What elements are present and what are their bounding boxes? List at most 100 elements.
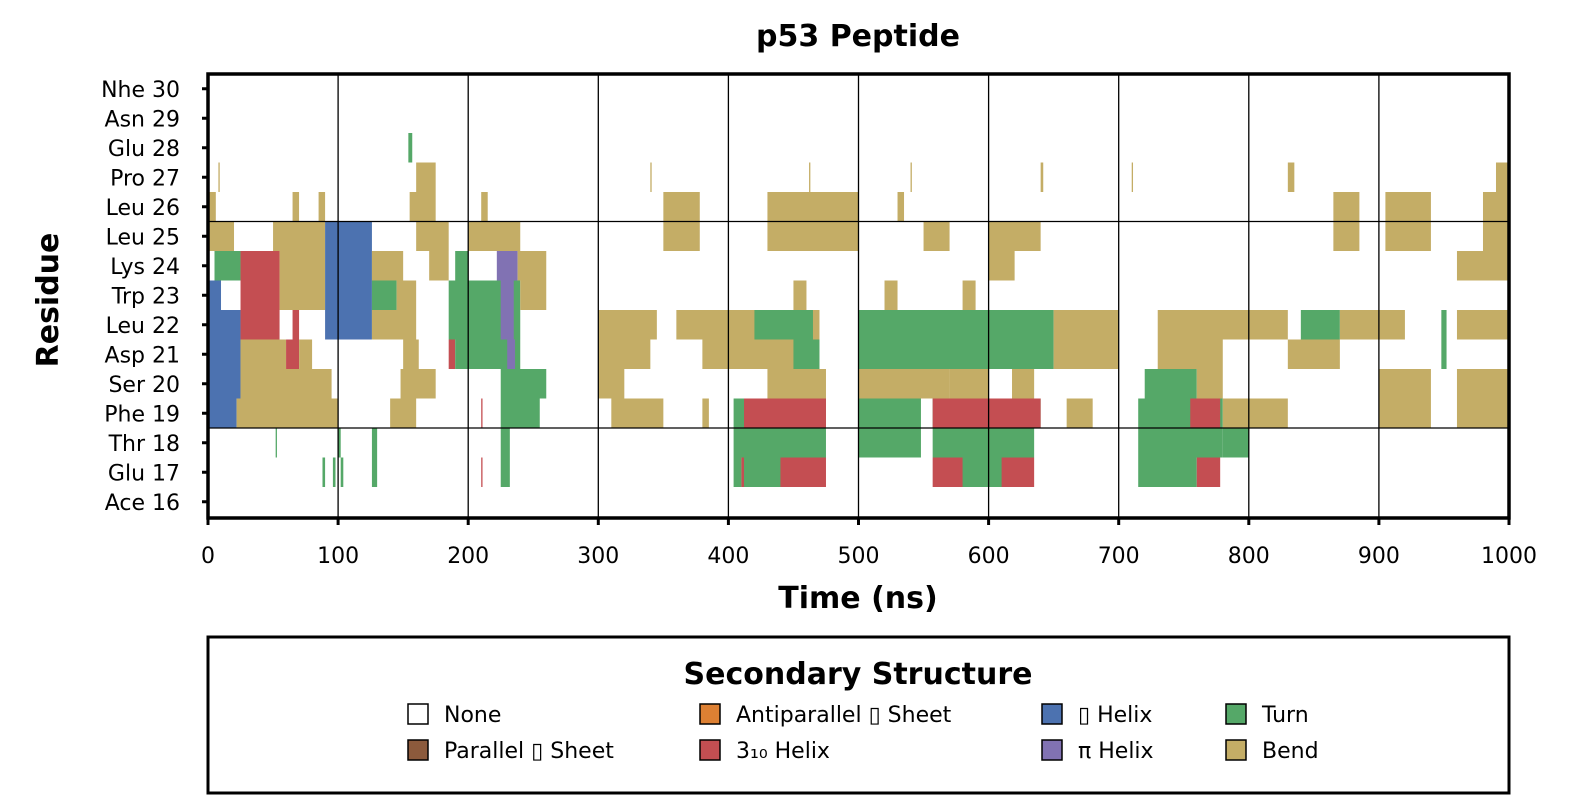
segment-leu-25-bend: [663, 221, 700, 251]
segment-ser-20-turn: [1144, 369, 1197, 399]
segment-asp-21-bend: [299, 339, 313, 369]
segment-leu-25-alpha: [325, 221, 372, 251]
segment-ser-20-alpha: [209, 369, 241, 399]
segment-ser-20-bend: [598, 369, 625, 399]
segment-pro-27-bend: [809, 162, 811, 192]
x-tick-label: 500: [838, 544, 880, 569]
segment-phe-19-bend: [1222, 398, 1288, 428]
segment-glu-17-h310: [1196, 457, 1221, 487]
segment-leu-25-bend: [988, 221, 1041, 251]
segment-leu-22-h310: [240, 310, 280, 340]
segment-lys-24-bend: [371, 251, 404, 281]
segment-phe-19-bend: [236, 398, 339, 428]
segment-leu-26-bend: [1333, 192, 1360, 222]
segment-thr-18-turn: [371, 428, 378, 458]
segment-trp-23-bend: [520, 280, 547, 310]
segment-leu-22-bend: [1053, 310, 1119, 340]
segment-thr-18-turn: [338, 428, 341, 458]
segment-phe-19-turn: [858, 398, 921, 428]
segment-trp-23-turn: [371, 280, 397, 310]
segment-phe-19-bend: [390, 398, 417, 428]
segment-ser-20-bend: [949, 369, 989, 399]
legend-swatch-bend: [1225, 739, 1247, 761]
y-tick-label: Nhe 30: [101, 78, 180, 103]
legend-swatch-alpha: [1041, 703, 1063, 725]
segment-leu-26-bend: [318, 192, 326, 222]
x-axis-label: Time (ns): [778, 581, 937, 616]
segment-leu-26-bend: [663, 192, 700, 222]
segment-leu-22-turn: [1300, 310, 1340, 340]
segment-phe-19-bend: [1456, 398, 1509, 428]
y-tick-label: Phe 19: [104, 402, 180, 427]
segment-leu-25-bend: [416, 221, 449, 251]
x-tick-label: 800: [1228, 544, 1270, 569]
segment-asp-21-alpha: [209, 339, 241, 369]
legend-swatch-none: [407, 703, 429, 725]
segment-leu-22-bend: [1157, 310, 1288, 340]
segment-ser-20-bend: [1378, 369, 1431, 399]
x-tick-label: 700: [1098, 544, 1140, 569]
y-tick-label: Ace 16: [105, 491, 180, 516]
segment-lys-24-alpha: [325, 251, 372, 281]
segment-pro-27-bend: [218, 162, 220, 192]
segment-leu-26-bend: [767, 192, 859, 222]
segment-asp-21-bend: [240, 339, 287, 369]
y-tick-label: Glu 28: [108, 137, 180, 162]
segment-leu-25-bend: [273, 221, 326, 251]
legend-swatch-antiparallel: [699, 703, 721, 725]
segment-glu-17-turn: [340, 457, 344, 487]
segment-leu-22-bend: [1456, 310, 1509, 340]
segment-leu-25-bend: [208, 221, 235, 251]
segment-trp-23-bend: [793, 280, 807, 310]
segment-trp-23-pi: [500, 280, 514, 310]
segment-asp-21-bend: [1053, 339, 1119, 369]
segment-pro-27-bend: [1495, 162, 1509, 192]
y-tick-label: Leu 26: [106, 196, 180, 221]
y-tick-label: Asn 29: [105, 107, 180, 132]
segment-glu-17-turn: [744, 457, 781, 487]
segment-asp-21-h310: [448, 339, 456, 369]
x-tick-label: 1000: [1481, 544, 1537, 569]
segment-asp-21-h310: [286, 339, 300, 369]
legend-label-pi: π Helix: [1078, 739, 1154, 764]
segment-leu-22-bend: [371, 310, 417, 340]
segment-asp-21-bend: [702, 339, 729, 369]
y-tick-label: Glu 17: [108, 461, 180, 486]
legend-label-antiparallel: Antiparallel ▯ Sheet: [736, 703, 952, 728]
legend-swatch-h310: [699, 739, 721, 761]
segment-thr-18-turn: [1138, 428, 1223, 458]
segment-trp-23-bend: [279, 280, 326, 310]
segment-glu-17-turn: [1138, 457, 1197, 487]
segment-phe-19-alpha: [209, 398, 237, 428]
segment-asp-21-bend: [403, 339, 419, 369]
segment-thr-18-turn: [932, 428, 1035, 458]
legend-label-h310: 3₁₀ Helix: [736, 739, 830, 764]
segment-leu-25-bend: [767, 221, 859, 251]
segment-glu-17-turn: [371, 457, 378, 487]
segment-asp-21-bend: [598, 339, 651, 369]
x-tick-label: 100: [317, 544, 359, 569]
segment-glu-17-turn: [962, 457, 1002, 487]
segment-phe-19-bend: [1378, 398, 1431, 428]
segment-trp-23-bend: [884, 280, 898, 310]
x-tick-label: 600: [968, 544, 1010, 569]
segment-pro-27-bend: [416, 162, 436, 192]
y-tick-label: Ser 20: [108, 373, 180, 398]
segment-glu-17-turn: [322, 457, 326, 487]
legend-label-parallel: Parallel ▯ Sheet: [444, 739, 614, 764]
segment-leu-22-alpha: [325, 310, 372, 340]
y-tick-label: Lys 24: [110, 255, 180, 280]
legend-label-bend: Bend: [1262, 739, 1319, 764]
segment-leu-25-bend: [1385, 221, 1431, 251]
segment-glu-17-turn: [733, 457, 742, 487]
segment-phe-19-bend: [611, 398, 664, 428]
segment-pro-27-bend: [1131, 162, 1134, 192]
y-tick-label: Asp 21: [105, 343, 180, 368]
segment-leu-22-bend: [676, 310, 729, 340]
segment-asp-21-turn: [1441, 339, 1447, 369]
x-tick-label: 0: [201, 544, 215, 569]
segment-leu-26-bend: [897, 192, 905, 222]
segment-phe-19-bend: [1066, 398, 1093, 428]
